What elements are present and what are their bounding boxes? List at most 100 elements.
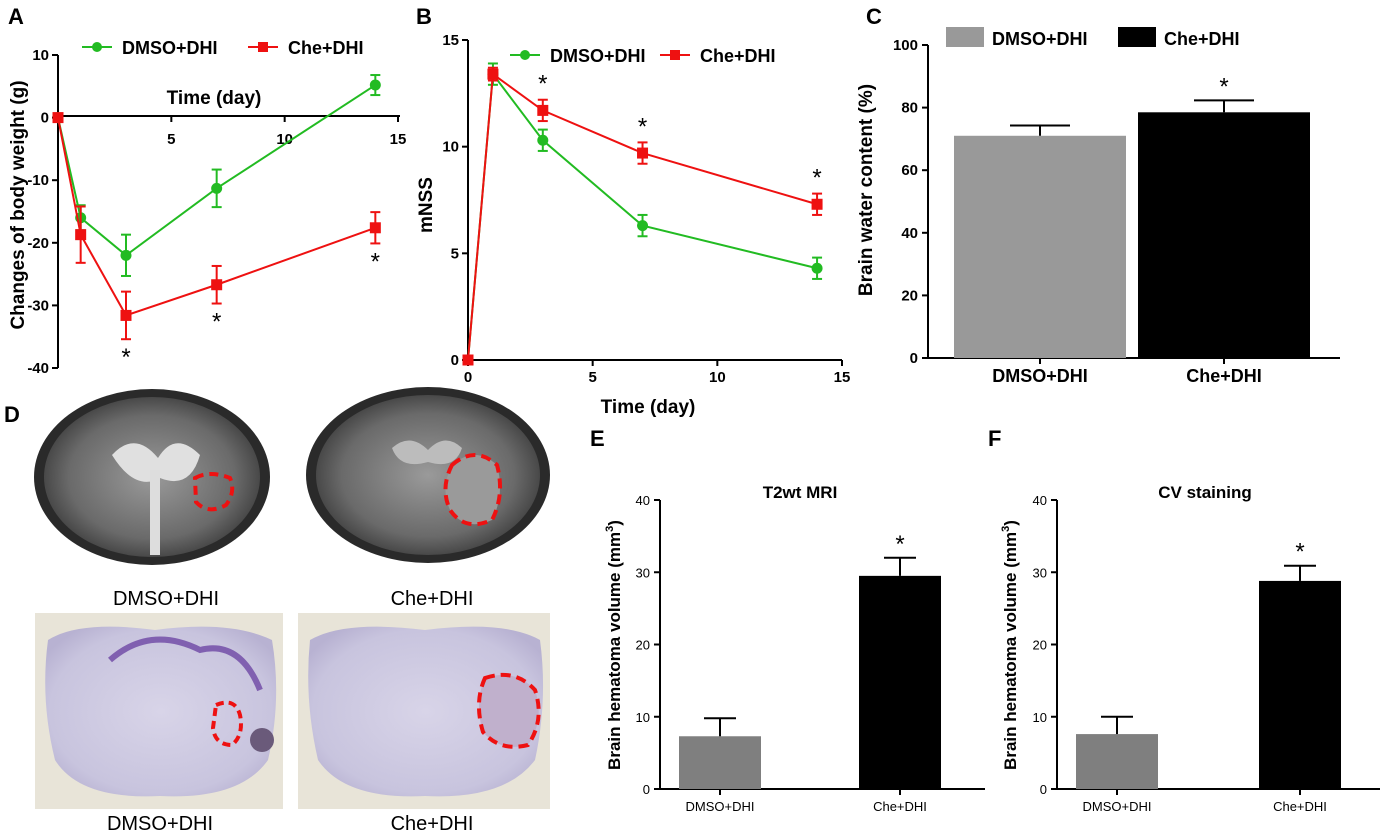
legend-b-che-label: Che+DHI xyxy=(700,46,776,66)
bar-dmso xyxy=(1076,734,1158,789)
chart-c-legend: DMSO+DHI Che+DHI xyxy=(946,27,1240,49)
lesion-outline xyxy=(443,453,503,527)
significance-star: * xyxy=(895,531,904,558)
y-tick-label: -10 xyxy=(27,172,49,189)
bar-che xyxy=(1138,112,1310,358)
data-point-dmso xyxy=(811,262,823,274)
lesion-outline xyxy=(477,673,541,749)
legend-b-dmso-marker xyxy=(520,50,530,60)
lesion-outline xyxy=(192,472,235,512)
data-point-dmso xyxy=(537,134,549,146)
x-tick-label: 15 xyxy=(834,369,851,386)
legend-b-dmso-label: DMSO+DHI xyxy=(550,46,646,66)
y-tick-label: 20 xyxy=(636,638,650,653)
y-tick-label: 15 xyxy=(442,32,459,49)
chart-c: Brain water content (%) 0 20 40 60 80 100 DMS… xyxy=(856,27,1340,386)
data-point-che xyxy=(120,309,132,321)
category-label: Che+DHI xyxy=(873,799,927,814)
legend-c-che-swatch xyxy=(1118,27,1156,47)
category-label: Che+DHI xyxy=(1273,799,1327,814)
legend-c-dmso-label: DMSO+DHI xyxy=(992,29,1088,49)
significance-star: * xyxy=(121,344,130,371)
chart-b-legend: DMSO+DHI Che+DHI xyxy=(510,46,776,66)
mri-image-che xyxy=(300,387,550,575)
data-point-che xyxy=(537,104,549,116)
significance-star: * xyxy=(1295,539,1304,566)
mri-caption-dmso: DMSO+DHI xyxy=(113,588,219,610)
x-tick-label: 10 xyxy=(709,369,726,386)
panel-label-d: D xyxy=(4,402,20,427)
chart-b: mNSS Time (day) 0 5 10 15 0 5 10 15 * * * DMSO+D… xyxy=(416,32,850,418)
bar-che xyxy=(1259,580,1341,789)
cv-image-dmso xyxy=(35,613,283,809)
y-tick-label: 40 xyxy=(636,493,650,508)
significance-star: * xyxy=(212,309,221,336)
chart-a-ylabel: Changes of body weight (g) xyxy=(8,80,29,329)
data-point-che xyxy=(75,229,87,241)
y-tick-label: 20 xyxy=(901,287,918,304)
y-tick-label: 10 xyxy=(442,139,459,156)
mri-image-dmso xyxy=(30,389,276,575)
mri-caption-che: Che+DHI xyxy=(391,588,474,610)
category-label: DMSO+DHI xyxy=(686,799,755,814)
y-tick-label: 0 xyxy=(451,352,459,369)
x-tick-label: 15 xyxy=(390,131,407,148)
y-tick-label: 10 xyxy=(1033,710,1047,725)
significance-star: * xyxy=(371,248,380,275)
bar-che xyxy=(859,575,941,789)
y-tick-label: 10 xyxy=(32,47,49,64)
data-point-che xyxy=(52,112,64,124)
legend-dmso-marker xyxy=(92,42,102,52)
chart-e: Brain hematoma volume (mm3) T2wt MRI 0 10… xyxy=(604,483,985,814)
chart-f: Brain hematoma volume (mm3) CV staining … xyxy=(1000,483,1380,814)
lesion-outline xyxy=(210,700,243,748)
bar-dmso xyxy=(679,736,761,789)
chart-f-title: CV staining xyxy=(1158,483,1252,502)
y-tick-label: 20 xyxy=(1033,638,1047,653)
data-point-che xyxy=(811,198,823,210)
significance-star: * xyxy=(812,165,821,192)
category-label: Che+DHI xyxy=(1186,366,1262,386)
legend-che-marker xyxy=(258,42,268,52)
data-point-dmso xyxy=(369,79,381,91)
y-tick-label: 60 xyxy=(901,162,918,179)
x-tick-label: 0 xyxy=(464,369,472,386)
cv-image-che xyxy=(298,613,550,809)
legend-dmso-label: DMSO+DHI xyxy=(122,38,218,58)
data-point-che xyxy=(369,222,381,234)
y-tick-label: -40 xyxy=(27,360,49,377)
chart-e-ylabel: Brain hematoma volume (mm3) xyxy=(604,520,624,770)
chart-c-ylabel: Brain water content (%) xyxy=(856,84,877,296)
cv-caption-che: Che+DHI xyxy=(391,813,474,834)
panel-label-b: B xyxy=(416,4,432,29)
y-tick-label: 30 xyxy=(636,565,650,580)
y-tick-label: 100 xyxy=(893,37,918,54)
chart-b-ylabel: mNSS xyxy=(416,177,437,233)
data-point-che xyxy=(462,354,474,366)
panel-label-f: F xyxy=(988,426,1001,451)
legend-che-label: Che+DHI xyxy=(288,38,364,58)
y-tick-label: 30 xyxy=(1033,565,1047,580)
y-tick-label: 0 xyxy=(1040,782,1047,797)
bar-dmso xyxy=(954,135,1126,358)
data-point-che xyxy=(211,279,223,291)
y-tick-label: -20 xyxy=(27,235,49,252)
chart-a-xlabel: Time (day) xyxy=(167,88,262,109)
category-label: DMSO+DHI xyxy=(1083,799,1152,814)
category-label: DMSO+DHI xyxy=(992,366,1088,386)
y-tick-label: 5 xyxy=(451,245,459,262)
data-point-dmso xyxy=(211,182,223,194)
x-tick-label: 5 xyxy=(167,131,175,148)
significance-star: * xyxy=(538,71,547,98)
chart-a-legend: DMSO+DHI Che+DHI xyxy=(82,38,364,58)
data-point-dmso xyxy=(120,249,132,261)
x-tick-label: 5 xyxy=(588,369,596,386)
panel-label-c: C xyxy=(866,4,882,29)
y-tick-label: 0 xyxy=(41,110,49,127)
data-point-che xyxy=(487,68,499,80)
chart-b-xlabel: Time (day) xyxy=(601,397,696,418)
cv-caption-dmso: DMSO+DHI xyxy=(107,813,213,834)
y-tick-label: 10 xyxy=(636,710,650,725)
y-tick-label: 0 xyxy=(643,782,650,797)
